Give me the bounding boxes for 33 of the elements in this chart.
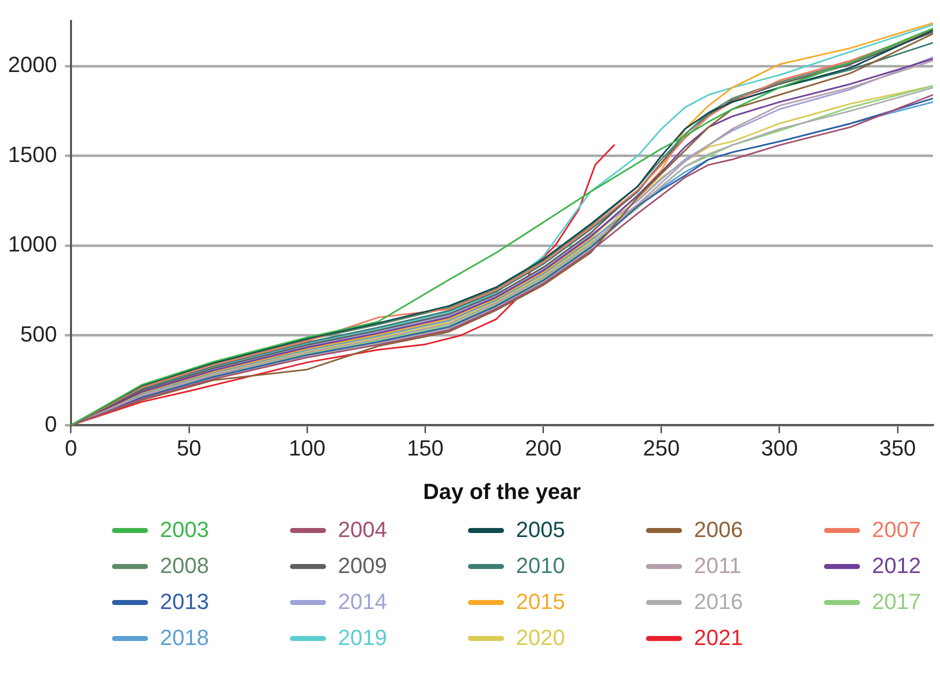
y-tick-label: 0 bbox=[44, 411, 57, 436]
x-tick-label: 300 bbox=[761, 435, 798, 460]
legend-label: 2014 bbox=[338, 589, 387, 615]
x-tick-label: 250 bbox=[643, 435, 680, 460]
legend-label: 2013 bbox=[160, 589, 209, 615]
legend-label: 2018 bbox=[160, 625, 209, 651]
x-tick-label: 0 bbox=[64, 435, 78, 460]
y-tick-label: 1500 bbox=[8, 142, 57, 167]
x-tick-label: 100 bbox=[288, 435, 326, 460]
x-tick-label: 200 bbox=[524, 435, 562, 460]
x-axis-title: Day of the year bbox=[423, 478, 582, 504]
legend-label: 2003 bbox=[160, 517, 209, 543]
legend-label: 2021 bbox=[694, 625, 743, 651]
y-tick-label: 1000 bbox=[8, 232, 57, 257]
x-tick-label: 150 bbox=[406, 435, 444, 460]
legend-label: 2012 bbox=[872, 553, 921, 579]
legend-label: 2015 bbox=[516, 589, 565, 615]
legend-label: 2006 bbox=[694, 517, 743, 543]
y-tick-label: 500 bbox=[20, 321, 57, 346]
x-tick-label: 350 bbox=[879, 435, 916, 460]
legend-label: 2016 bbox=[694, 589, 743, 615]
legend-label: 2011 bbox=[694, 553, 742, 579]
x-tick-label: 50 bbox=[176, 435, 202, 460]
legend-label: 2019 bbox=[338, 625, 387, 651]
legend-label: 2007 bbox=[872, 517, 921, 543]
legend-label: 2008 bbox=[160, 553, 209, 579]
y-tick-label: 2000 bbox=[8, 52, 57, 78]
legend-label: 2009 bbox=[338, 553, 387, 579]
legend-label: 2004 bbox=[338, 517, 387, 543]
legend-label: 2020 bbox=[516, 625, 565, 651]
legend-label: 2017 bbox=[872, 589, 921, 615]
legend-label: 2005 bbox=[516, 517, 565, 543]
legend-label: 2010 bbox=[516, 553, 565, 579]
